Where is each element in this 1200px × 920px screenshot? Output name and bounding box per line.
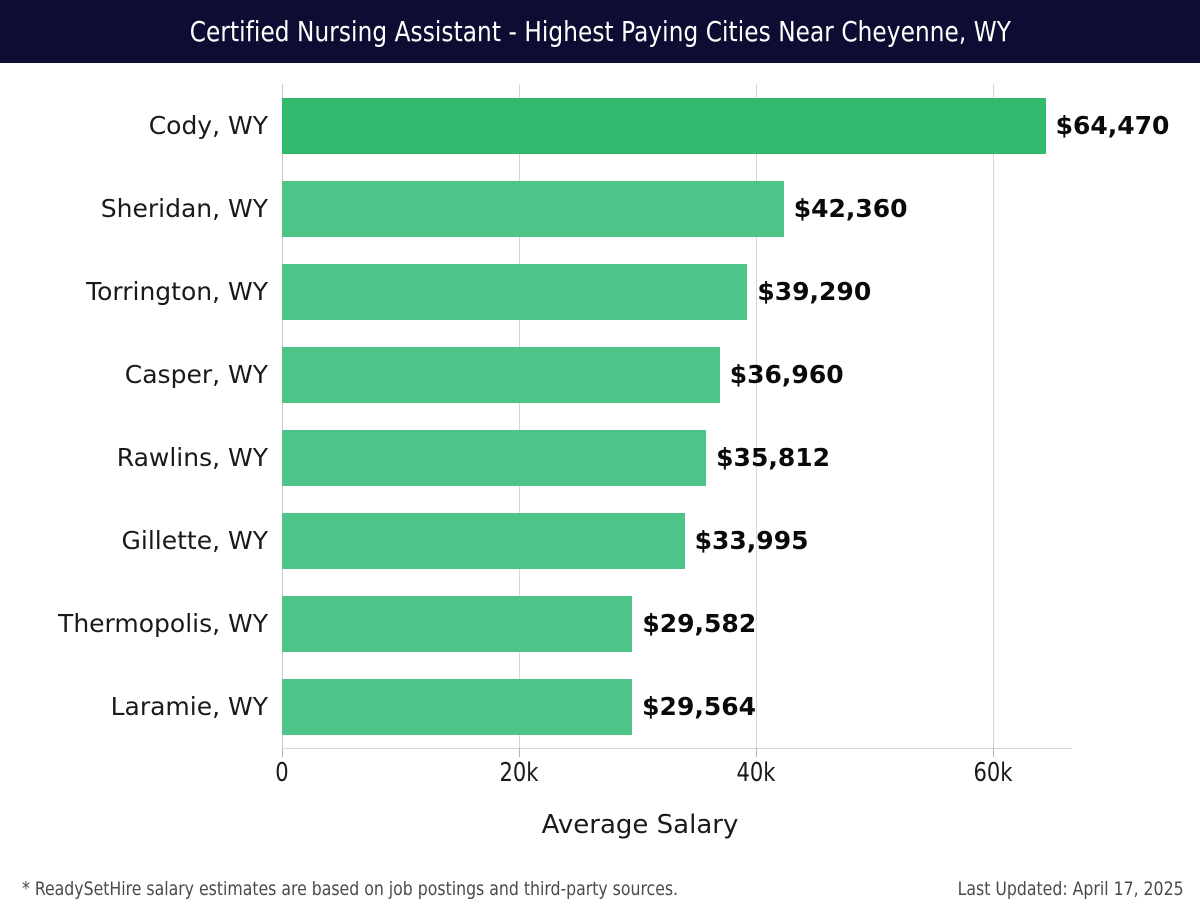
category-label: Rawlins, WY (116, 443, 268, 472)
bar-row: Casper, WY $36,960 (0, 333, 1200, 416)
x-axis-tick-label: 40k (736, 758, 776, 788)
gridline (755, 84, 757, 748)
x-axis-tick-label: 60k (973, 758, 1013, 788)
bar[interactable] (282, 180, 784, 237)
bar[interactable] (282, 512, 685, 569)
chart-header-bar: Certified Nursing Assistant - Highest Pa… (0, 0, 1200, 63)
x-axis-tick-label: 0 (275, 758, 289, 788)
category-label: Torrington, WY (86, 277, 268, 306)
x-axis-tick-mark (518, 748, 520, 757)
bar-value-label: $39,290 (757, 277, 872, 306)
bar-value-label: $35,812 (716, 443, 831, 472)
last-updated-text: Last Updated: April 17, 2025 (958, 878, 1184, 900)
bar-value-label: $36,960 (729, 360, 844, 389)
x-axis-tick-mark (282, 748, 283, 757)
bar[interactable] (282, 263, 748, 320)
bar-row: Torrington, WY $39,290 (0, 250, 1200, 333)
gridline (992, 84, 994, 748)
bar-row: Gillette, WY $33,995 (0, 499, 1200, 582)
bar-row: Rawlins, WY $35,812 (0, 416, 1200, 499)
bar-value-label: $64,470 (1055, 111, 1170, 140)
bar-row: Laramie, WY $29,564 (0, 665, 1200, 748)
category-label: Cody, WY (148, 111, 268, 140)
bar-value-label: $29,564 (642, 692, 757, 721)
page-title: Certified Nursing Assistant - Highest Pa… (189, 15, 1011, 48)
bar-row: Sheridan, WY $42,360 (0, 167, 1200, 250)
x-axis-tick-mark (992, 748, 994, 757)
y-axis-baseline (282, 84, 283, 748)
bar[interactable] (282, 346, 720, 403)
category-label: Gillette, WY (121, 526, 268, 555)
x-axis-line (282, 748, 1072, 749)
bar-value-label: $33,995 (694, 526, 809, 555)
gridline (518, 84, 520, 748)
bar-value-label: $29,582 (642, 609, 757, 638)
bar-value-label: $42,360 (793, 194, 908, 223)
bar[interactable] (282, 429, 707, 486)
bar-row: Thermopolis, WY $29,582 (0, 582, 1200, 665)
x-axis-tick-label: 20k (499, 758, 539, 788)
category-label: Laramie, WY (110, 692, 268, 721)
footnote-text: * ReadySetHire salary estimates are base… (22, 878, 679, 900)
footer: * ReadySetHire salary estimates are base… (0, 878, 1200, 906)
x-axis-title: Average Salary (541, 810, 739, 840)
category-label: Sheridan, WY (100, 194, 268, 223)
bar[interactable] (282, 678, 633, 735)
bar[interactable] (282, 97, 1046, 154)
bar[interactable] (282, 595, 633, 652)
bar-row: Cody, WY $64,470 (0, 84, 1200, 167)
category-label: Casper, WY (124, 360, 268, 389)
x-axis-tick-mark (755, 748, 757, 757)
category-label: Thermopolis, WY (58, 609, 268, 638)
